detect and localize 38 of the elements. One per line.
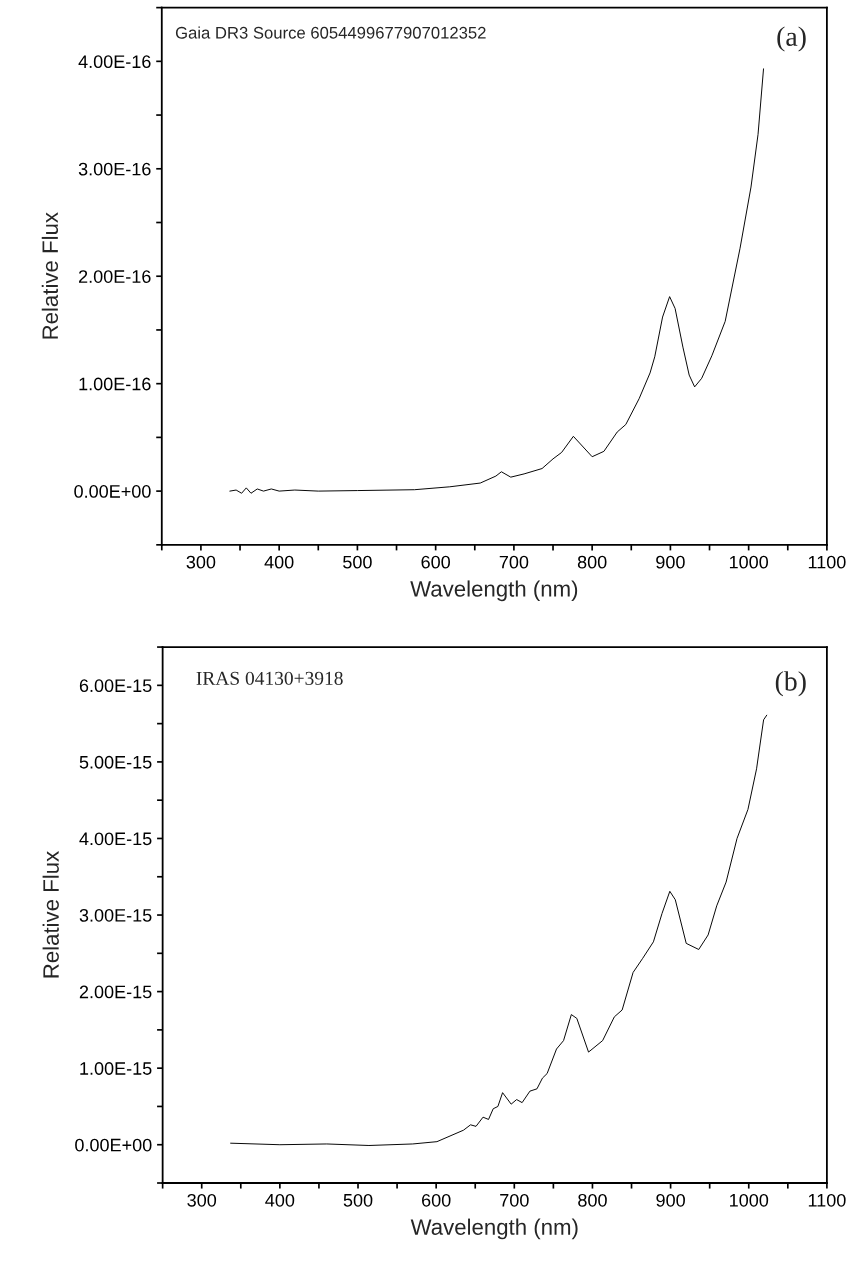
- x-tick-label: 800: [577, 555, 607, 569]
- x-tick-label: 500: [343, 1193, 373, 1207]
- x-tick-label: 700: [499, 555, 529, 569]
- y-tick-label: 0.00E+00: [74, 485, 151, 498]
- y-tick-label: 4.00E-15: [79, 832, 152, 846]
- annotation: (b): [775, 671, 806, 697]
- x-axis-title: Wavelength (nm): [410, 580, 578, 602]
- x-tick-label: 900: [656, 555, 685, 569]
- annotation: Gaia DR3 Source 6054499677907012352: [175, 26, 486, 39]
- x-tick-label: 1000: [730, 1193, 769, 1207]
- x-tick-label: 800: [578, 1193, 607, 1207]
- x-axis-title: Wavelength (nm): [410, 1218, 578, 1240]
- y-tick-label: 2.00E-16: [79, 270, 151, 283]
- y-tick-label: 6.00E-15: [79, 679, 152, 693]
- x-tick-label: 1000: [729, 555, 769, 569]
- x-tick-label: 400: [265, 1193, 295, 1207]
- annotation: IRAS 04130+3918: [196, 671, 343, 685]
- x-tick-label: 1100: [808, 555, 846, 569]
- x-tick-label: 700: [500, 1193, 529, 1207]
- y-tick-label: 4.00E-16: [78, 55, 151, 69]
- x-tick-label: 600: [421, 555, 451, 569]
- x-tick-label: 1100: [808, 1193, 846, 1207]
- x-tick-label: 900: [656, 1193, 685, 1207]
- y-tick-label: 0.00E+00: [75, 1138, 152, 1152]
- y-axis-title: Relative Flux: [42, 851, 59, 978]
- y-tick-label: 3.00E-15: [79, 908, 152, 922]
- annotation: (a): [777, 26, 806, 52]
- x-tick-label: 400: [264, 555, 294, 569]
- x-tick-label: 600: [422, 1193, 451, 1207]
- x-tick-label: 500: [343, 555, 372, 569]
- x-tick-label: 300: [187, 1193, 217, 1207]
- y-tick-label: 2.00E-15: [79, 985, 152, 999]
- y-tick-label: 5.00E-15: [79, 755, 152, 769]
- y-tick-label: 1.00E-15: [80, 1062, 152, 1075]
- y-axis-title: Relative Flux: [41, 212, 59, 339]
- y-tick-label: 1.00E-16: [79, 377, 151, 391]
- x-tick-label: 300: [186, 555, 216, 569]
- y-tick-label: 3.00E-16: [78, 162, 151, 176]
